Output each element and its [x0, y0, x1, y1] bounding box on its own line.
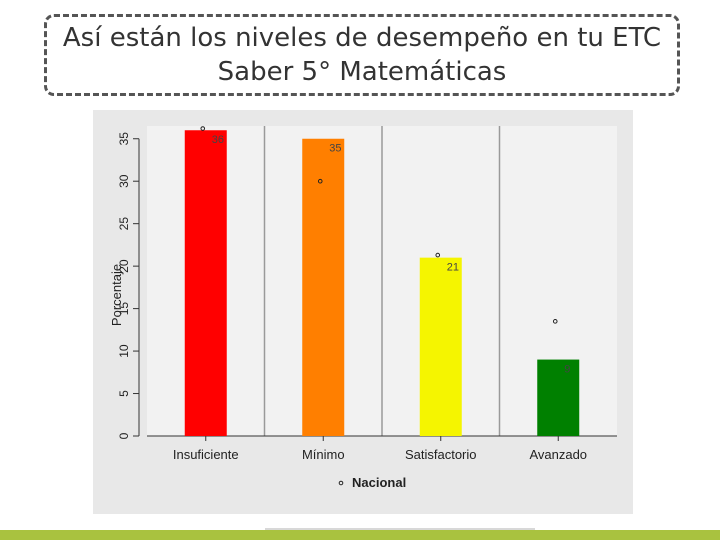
reference-point-insuficiente: [200, 126, 206, 131]
bar-insuficiente: [184, 130, 227, 436]
y-tick-label-15: 15: [117, 302, 131, 316]
y-tick-label-10: 10: [117, 344, 131, 358]
category-label-insuficiente: Insuficiente: [173, 447, 239, 462]
y-axis-label: Porcentaje: [109, 264, 124, 326]
category-label-minimo: Mínimo: [302, 447, 345, 462]
y-tick-label-5: 5: [117, 390, 131, 397]
value-label-satisfactorio: 21: [447, 262, 459, 274]
bar-satisfactorio: [419, 257, 462, 436]
value-label-minimo: 35: [329, 143, 341, 155]
bar-avanzado: [537, 359, 580, 436]
footer-divider: [265, 528, 535, 530]
y-tick-label-25: 25: [117, 217, 131, 231]
chart-panel: Porcentaje 0 5 10 15 20 25 30 35 36 Insuficiente 3…: [93, 110, 633, 514]
reference-point-minimo: [317, 178, 323, 184]
slide-title-box: Así están los niveles de desempeño en tu…: [44, 14, 680, 96]
bar-minimo: [302, 138, 345, 436]
y-tick-label-20: 20: [117, 259, 131, 273]
footer-bar: [0, 530, 720, 540]
reference-point-avanzado: [552, 319, 558, 324]
slide-title-line-2: Saber 5° Matemáticas: [217, 57, 507, 87]
y-tick-label-30: 30: [117, 174, 131, 188]
value-label-insuficiente: 36: [212, 134, 224, 146]
legend-marker-nacional: [338, 480, 344, 486]
reference-point-satisfactorio: [435, 252, 441, 258]
legend-label-nacional: Nacional: [352, 475, 406, 490]
performance-bar-chart: Porcentaje 0 5 10 15 20 25 30 35 36 Insuficiente 3…: [109, 126, 617, 490]
value-label-avanzado: 9: [564, 364, 570, 376]
slide-title-line-1: Así están los niveles de desempeño en tu…: [62, 23, 662, 53]
y-tick-label-0: 0: [117, 432, 131, 439]
category-label-avanzado: Avanzado: [529, 447, 587, 462]
y-tick-label-35: 35: [117, 132, 131, 146]
category-label-satisfactorio: Satisfactorio: [405, 447, 477, 462]
